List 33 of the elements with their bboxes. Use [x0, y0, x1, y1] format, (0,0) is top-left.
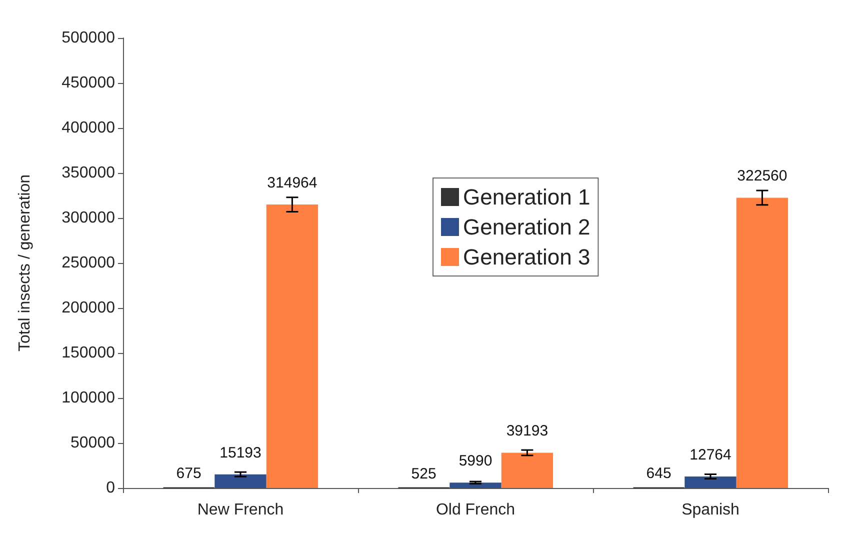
data-label: 39193 — [506, 422, 548, 440]
legend-label: Generation 2 — [463, 214, 590, 240]
bar — [736, 198, 788, 488]
y-tick-label: 300000 — [62, 210, 116, 226]
legend-label: Generation 3 — [463, 244, 590, 270]
bar — [684, 476, 736, 488]
data-label: 525 — [411, 465, 436, 482]
y-tick-label: 450000 — [62, 74, 116, 92]
y-tick-label: 350000 — [62, 164, 116, 182]
y-tick-label: 50000 — [70, 434, 116, 452]
data-label: 675 — [176, 465, 202, 482]
data-label: 5990 — [458, 452, 492, 470]
x-tick-label: Old French — [436, 502, 516, 518]
bar — [501, 452, 554, 488]
y-tick-label: 200000 — [62, 300, 116, 316]
y-tick-label: 250000 — [62, 254, 116, 272]
x-tick-label: New French — [197, 502, 284, 518]
y-axis-title: Total insects / generation — [16, 174, 34, 352]
bar — [214, 474, 266, 488]
y-tick-label: 150000 — [62, 344, 116, 362]
bar — [266, 204, 318, 488]
legend-label: Generation 1 — [463, 184, 590, 210]
data-label: 322560 — [737, 168, 788, 185]
x-tick-label: Spanish — [682, 502, 740, 518]
y-tick-label: 100000 — [62, 390, 116, 406]
data-label: 12764 — [690, 446, 732, 464]
bar — [450, 482, 502, 488]
data-label: 314964 — [267, 174, 318, 192]
data-label: 645 — [646, 465, 672, 482]
y-tick-label: 500000 — [62, 30, 116, 46]
y-tick-label: 0 — [106, 480, 116, 496]
y-tick-label: 400000 — [62, 120, 116, 136]
data-label: 15193 — [220, 444, 262, 462]
